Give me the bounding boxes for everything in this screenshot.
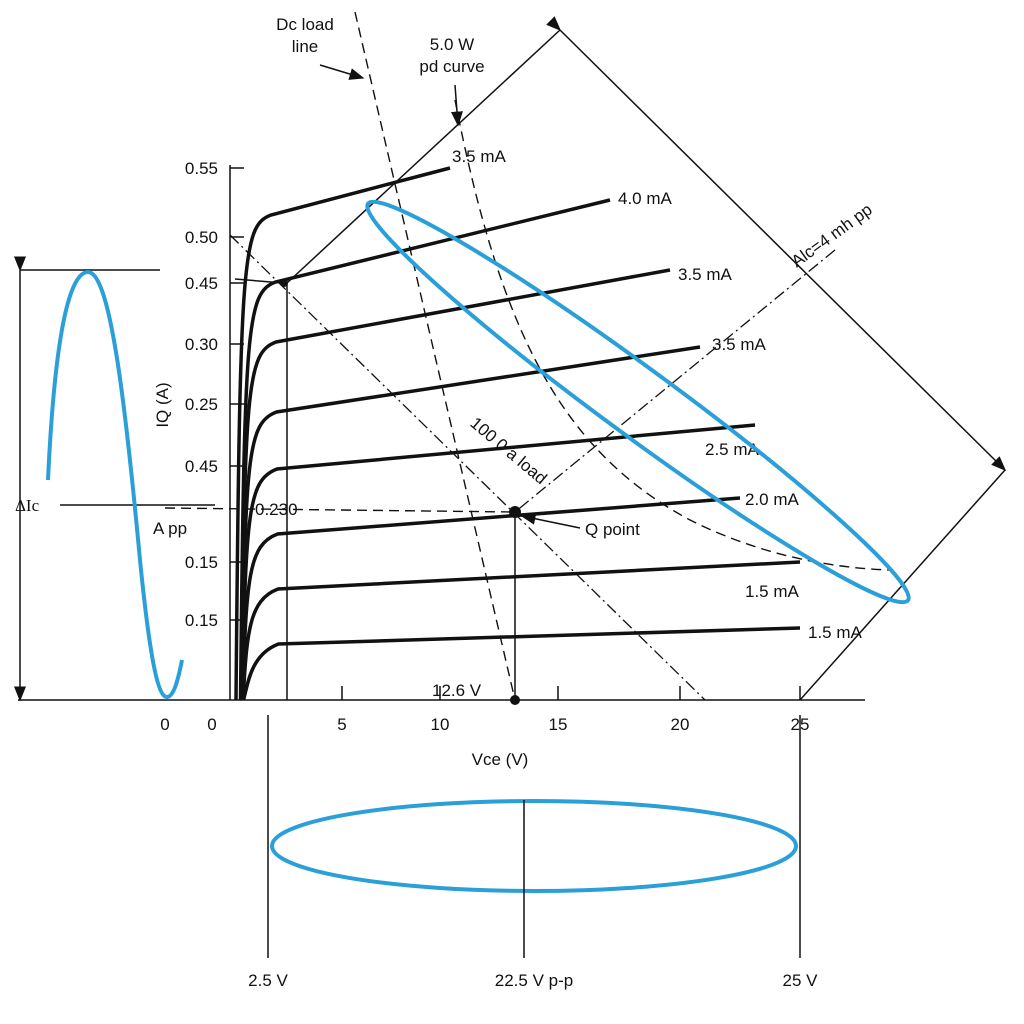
knee-point <box>280 279 288 287</box>
curve-label: 1.5 mA <box>808 623 863 642</box>
x-tick-label: 0 <box>160 715 169 734</box>
annotation: 0.230 <box>255 500 298 519</box>
ac-load-line <box>229 234 706 701</box>
annotation: Q point <box>585 520 640 539</box>
annotation: Dc load <box>276 15 334 34</box>
y-tick-label: 0.45 <box>185 457 218 476</box>
x-ticks: 0 5 10 15 20 25 <box>207 686 809 734</box>
operating-ellipse <box>365 199 911 605</box>
annotation: 12.6 V <box>432 681 482 700</box>
curve-label: 1.5 mA <box>745 582 800 601</box>
y-tick-label: 0.30 <box>185 335 218 354</box>
q-arrow <box>520 512 581 529</box>
characteristic-curve <box>234 166 451 701</box>
y-ticks: 0.55 0.50 0.45 0.30 0.25 0.45 0.15 0.15 <box>185 159 244 630</box>
x-tick-label: 10 <box>431 715 450 734</box>
annotation: Alc=4 mh pp <box>788 200 876 271</box>
y-axis-label: IQ (A) <box>153 382 172 427</box>
dc-load-line <box>354 11 516 701</box>
curve-label: 3.5 mA <box>678 265 733 284</box>
characteristic-curve <box>240 423 756 701</box>
current-wave <box>46 269 184 700</box>
annotation: line <box>292 37 318 56</box>
dc-arrow <box>319 64 365 80</box>
pd-curve <box>454 99 891 571</box>
y-tick-label: 0.55 <box>185 159 218 178</box>
upper-line <box>286 29 561 284</box>
q-horizontal <box>164 507 516 513</box>
curve-label: 2.0 mA <box>745 490 800 509</box>
bottom-label: 22.5 V p-p <box>495 971 573 990</box>
characteristic-curve <box>241 626 801 701</box>
x-tick-label: 20 <box>671 715 690 734</box>
y-tick-label: 0.25 <box>185 395 218 414</box>
x-tick-label: 5 <box>337 715 346 734</box>
bottom-label: 2.5 V <box>248 971 288 990</box>
pd-arrow <box>451 84 463 127</box>
curve-label: 3.5 mA <box>452 147 507 166</box>
q-foot <box>510 695 520 705</box>
dimension-arrow <box>546 16 1007 472</box>
annotation: 5.0 W <box>430 35 474 54</box>
y-tick-label: 0.50 <box>185 228 218 247</box>
curve-label: 4.0 mA <box>618 189 673 208</box>
curves: 3.5 mA 4.0 mA 3.5 mA 3.5 mA 2.5 mA 2.0 mA 1.5 … <box>234 147 863 701</box>
y-tick-label: 0.15 <box>185 611 218 630</box>
x-tick-label: 0 <box>207 715 216 734</box>
curve-label: 3.5 mA <box>712 335 767 354</box>
annotation: ΔIc <box>15 496 40 515</box>
characteristic-curve <box>240 496 741 701</box>
curve-label: 2.5 mA <box>705 440 760 459</box>
annotation: pd curve <box>419 57 484 76</box>
bottom-label: 25 V <box>783 971 819 990</box>
characteristic-curve <box>241 560 801 701</box>
q-point <box>509 506 521 518</box>
annotation: A pp <box>153 519 187 538</box>
y-tick-label: 0.45 <box>185 274 218 293</box>
x-axis-label: Vce (V) <box>472 750 529 769</box>
voltage-ellipse <box>270 799 798 893</box>
x-tick-label: 15 <box>549 715 568 734</box>
y-tick-label: 0.15 <box>185 553 218 572</box>
